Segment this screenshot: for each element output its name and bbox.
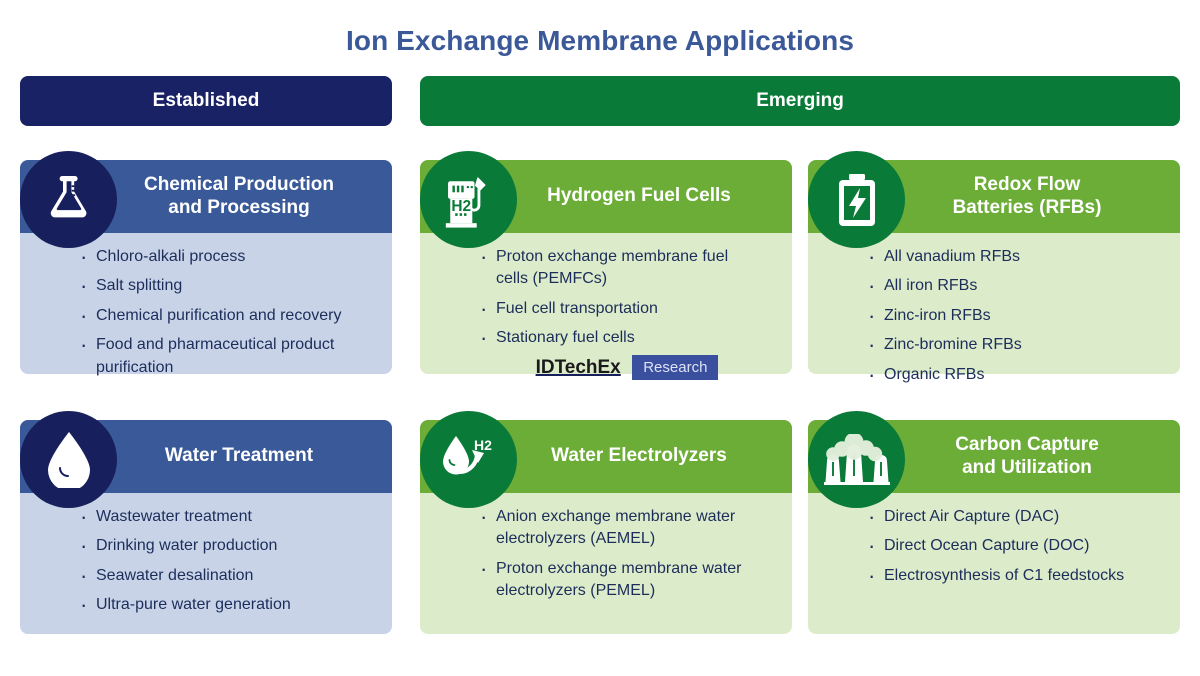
svg-text:H2: H2	[474, 437, 492, 453]
svg-text:H2: H2	[451, 198, 471, 215]
